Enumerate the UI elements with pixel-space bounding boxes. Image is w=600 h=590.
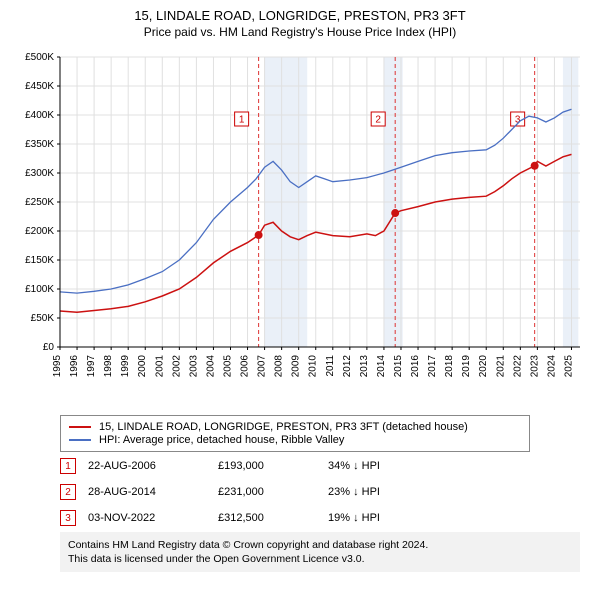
sale-dot xyxy=(255,231,263,239)
x-tick-label: 1997 xyxy=(86,355,97,378)
y-tick-label: £250K xyxy=(25,197,54,208)
transaction-price: £312,500 xyxy=(218,512,328,524)
x-tick-label: 2001 xyxy=(154,355,165,378)
x-tick-label: 2009 xyxy=(291,355,302,378)
x-tick-label: 2021 xyxy=(495,355,506,378)
transaction-delta: 23% ↓ HPI xyxy=(328,486,438,498)
x-tick-label: 2010 xyxy=(308,355,319,378)
transactions-table: 1 22-AUG-2006£193,00034% ↓ HPI 2 28-AUG-201… xyxy=(60,458,580,526)
x-tick-label: 2014 xyxy=(376,355,387,378)
x-tick-label: 2019 xyxy=(461,355,472,378)
transaction-date: 28-AUG-2014 xyxy=(88,486,218,498)
y-tick-label: £300K xyxy=(25,168,54,179)
y-tick-label: £100K xyxy=(25,284,54,295)
y-tick-label: £350K xyxy=(25,139,54,150)
y-tick-label: £0 xyxy=(43,342,55,353)
legend-row: HPI: Average price, detached house, Ribb… xyxy=(69,434,521,446)
x-tick-label: 1998 xyxy=(103,355,114,378)
x-tick-label: 2020 xyxy=(478,355,489,378)
x-tick-label: 2023 xyxy=(529,355,540,378)
y-tick-label: £500K xyxy=(25,52,54,63)
x-tick-label: 2005 xyxy=(222,355,233,378)
transaction-marker: 3 xyxy=(60,510,76,526)
transaction-marker: 1 xyxy=(60,458,76,474)
y-tick-label: £400K xyxy=(25,110,54,121)
x-tick-label: 2025 xyxy=(563,355,574,378)
x-tick-label: 2016 xyxy=(410,355,421,378)
transaction-date: 03-NOV-2022 xyxy=(88,512,218,524)
chart-area: 123£0£50K£100K£150K£200K£250K£300K£350K£… xyxy=(10,47,590,407)
event-marker-number: 1 xyxy=(239,115,245,126)
x-tick-label: 2011 xyxy=(325,355,336,377)
x-tick-label: 2024 xyxy=(546,355,557,378)
legend-swatch xyxy=(69,439,91,441)
x-tick-label: 2017 xyxy=(427,355,438,378)
x-tick-label: 1999 xyxy=(120,355,131,378)
attribution-line2: This data is licensed under the Open Gov… xyxy=(68,552,572,566)
legend-swatch xyxy=(69,426,91,428)
x-tick-label: 1996 xyxy=(69,355,80,378)
attribution-line1: Contains HM Land Registry data © Crown c… xyxy=(68,538,572,552)
x-tick-label: 2002 xyxy=(171,355,182,378)
x-tick-label: 2003 xyxy=(188,355,199,378)
y-tick-label: £450K xyxy=(25,81,54,92)
attribution: Contains HM Land Registry data © Crown c… xyxy=(60,532,580,572)
chart-title: 15, LINDALE ROAD, LONGRIDGE, PRESTON, PR… xyxy=(10,8,590,23)
legend: 15, LINDALE ROAD, LONGRIDGE, PRESTON, PR… xyxy=(60,415,530,452)
x-tick-label: 2008 xyxy=(274,355,285,378)
transaction-price: £231,000 xyxy=(218,486,328,498)
y-tick-label: £50K xyxy=(31,313,55,324)
transaction-delta: 19% ↓ HPI xyxy=(328,512,438,524)
transaction-price: £193,000 xyxy=(218,460,328,472)
y-tick-label: £150K xyxy=(25,255,54,266)
legend-row: 15, LINDALE ROAD, LONGRIDGE, PRESTON, PR… xyxy=(69,421,521,433)
sale-dot xyxy=(391,209,399,217)
sale-dot xyxy=(531,162,539,170)
event-marker-number: 2 xyxy=(375,115,381,126)
y-tick-label: £200K xyxy=(25,226,54,237)
x-tick-label: 2007 xyxy=(257,355,268,378)
transaction-delta: 34% ↓ HPI xyxy=(328,460,438,472)
legend-label: HPI: Average price, detached house, Ribb… xyxy=(99,434,344,446)
transaction-date: 22-AUG-2006 xyxy=(88,460,218,472)
x-tick-label: 1995 xyxy=(52,355,63,378)
legend-label: 15, LINDALE ROAD, LONGRIDGE, PRESTON, PR… xyxy=(99,421,468,433)
x-tick-label: 2006 xyxy=(240,355,251,378)
x-tick-label: 2012 xyxy=(342,355,353,378)
x-tick-label: 2004 xyxy=(205,355,216,378)
x-tick-label: 2022 xyxy=(512,355,523,378)
chart-subtitle: Price paid vs. HM Land Registry's House … xyxy=(10,25,590,39)
transaction-marker: 2 xyxy=(60,484,76,500)
chart-svg: 123£0£50K£100K£150K£200K£250K£300K£350K£… xyxy=(10,47,590,407)
x-tick-label: 2013 xyxy=(359,355,370,378)
x-tick-label: 2018 xyxy=(444,355,455,378)
x-tick-label: 2000 xyxy=(137,355,148,378)
x-tick-label: 2015 xyxy=(393,355,404,378)
